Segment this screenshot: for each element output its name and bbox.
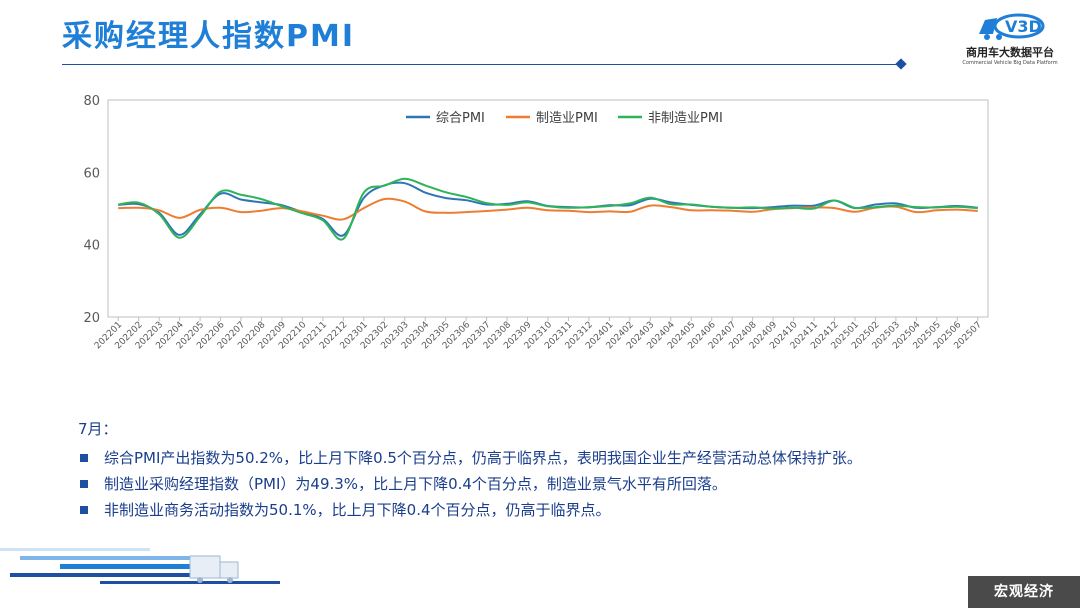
note-item: 综合PMI产出指数为50.2%，比上月下降0.5个百分点，仍高于临界点，表明我国…: [78, 445, 1058, 471]
y-tick-label: 40: [83, 239, 100, 254]
truck-logo-icon: V3D: [979, 13, 1045, 40]
svg-text:V3D: V3D: [1005, 17, 1042, 36]
y-tick-label: 20: [83, 311, 100, 326]
note-text: 综合PMI产出指数为50.2%，比上月下降0.5个百分点，仍高于临界点，表明我国…: [104, 449, 862, 467]
chart-series-lines: [118, 177, 978, 241]
y-tick-label: 60: [83, 166, 100, 181]
logo-subtitle: Commercial Vehicle Big Data Platform: [962, 60, 1058, 66]
chart-axes: 2040608020220120220220220320220420220520…: [83, 94, 989, 351]
bullet-square-icon: [80, 506, 88, 514]
title-divider-diamond: [895, 58, 907, 70]
series-line-1: [118, 181, 978, 237]
bullet-square-icon: [80, 480, 88, 488]
footer-truck-decoration: [0, 548, 280, 584]
title-divider: [62, 64, 900, 65]
note-text: 非制造业商务活动指数为50.1%，比上月下降0.4个百分点，仍高于临界点。: [104, 501, 611, 519]
series-line-2: [118, 197, 978, 221]
platform-logo: V3D 商用车大数据平台 Commercial Vehicle Big Data…: [955, 10, 1065, 68]
legend-label: 综合PMI: [436, 111, 485, 126]
note-item: 制造业采购经理指数（PMI）为49.3%，比上月下降0.4个百分点，制造业景气水…: [78, 471, 1058, 497]
notes-month: 7月：: [78, 420, 118, 438]
chart-legend: 综合PMI 制造业PMI 非制造业PMI: [406, 111, 723, 126]
y-tick-label: 80: [83, 94, 100, 109]
legend-label: 非制造业PMI: [648, 111, 723, 126]
bullet-square-icon: [80, 454, 88, 462]
pmi-line-chart: 2040608020220120220220220320220420220520…: [83, 94, 989, 351]
title-bar: 采购经理人指数PMI: [62, 12, 355, 62]
note-text: 制造业采购经理指数（PMI）为49.3%，比上月下降0.4个百分点，制造业景气水…: [104, 475, 727, 493]
logo-name: 商用车大数据平台: [966, 46, 1054, 59]
notes-panel: 7月： 综合PMI产出指数为50.2%，比上月下降0.5个百分点，仍高于临界点，…: [78, 418, 1058, 523]
note-item: 非制造业商务活动指数为50.1%，比上月下降0.4个百分点，仍高于临界点。: [78, 497, 1058, 523]
page-title: 采购经理人指数PMI: [62, 19, 356, 54]
section-badge: 宏观经济: [968, 576, 1080, 608]
series-line-3: [118, 177, 978, 241]
legend-label: 制造业PMI: [536, 111, 598, 126]
